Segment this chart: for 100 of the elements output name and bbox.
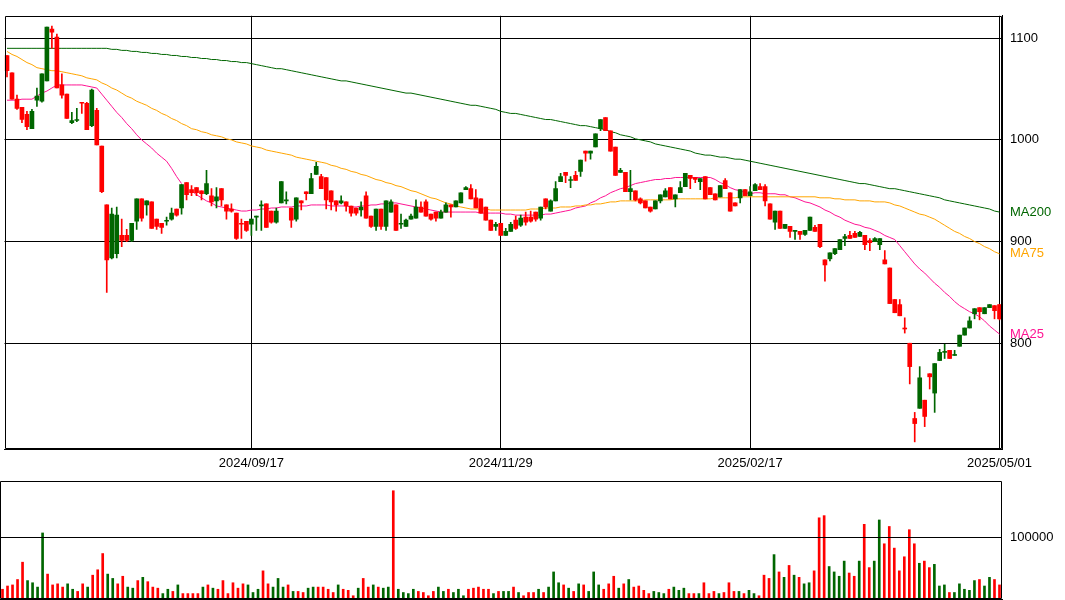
bar bbox=[983, 585, 986, 599]
bar bbox=[386, 586, 390, 599]
bar bbox=[346, 590, 350, 599]
bar bbox=[652, 591, 656, 599]
bar bbox=[562, 584, 565, 599]
bar bbox=[412, 588, 415, 599]
candlestick bbox=[682, 173, 688, 187]
bar bbox=[467, 588, 470, 599]
candlestick bbox=[498, 222, 504, 236]
bar bbox=[557, 582, 560, 599]
bar bbox=[36, 586, 39, 599]
bar bbox=[923, 560, 926, 599]
bar bbox=[96, 569, 100, 599]
bar bbox=[21, 561, 24, 599]
bar bbox=[547, 586, 550, 599]
bar bbox=[336, 584, 340, 599]
bar bbox=[847, 572, 851, 599]
bar bbox=[973, 580, 976, 599]
bar bbox=[998, 584, 1001, 599]
candlestick bbox=[458, 192, 464, 204]
bar bbox=[457, 588, 460, 599]
bar bbox=[953, 592, 956, 599]
bar bbox=[627, 579, 631, 599]
bar bbox=[567, 587, 570, 599]
bar bbox=[647, 593, 651, 599]
bar bbox=[111, 578, 115, 599]
bar bbox=[637, 585, 641, 599]
bar bbox=[993, 579, 996, 599]
bar bbox=[617, 587, 621, 599]
bar bbox=[938, 585, 941, 599]
bar bbox=[842, 560, 846, 599]
bar bbox=[31, 582, 34, 599]
candlestick bbox=[393, 204, 399, 231]
bar bbox=[161, 593, 165, 599]
bar bbox=[66, 583, 69, 599]
bar bbox=[907, 529, 911, 599]
bar bbox=[356, 587, 360, 599]
candlestick bbox=[777, 210, 783, 229]
bar bbox=[933, 564, 936, 599]
bar bbox=[978, 579, 981, 599]
bar bbox=[376, 586, 380, 599]
bar bbox=[391, 490, 395, 599]
bar bbox=[877, 519, 881, 599]
bar bbox=[968, 590, 971, 599]
bar bbox=[857, 560, 861, 599]
bar bbox=[341, 588, 345, 599]
bar bbox=[642, 590, 646, 599]
bar bbox=[963, 588, 966, 599]
bar bbox=[918, 562, 921, 599]
text: 100000 bbox=[1010, 529, 1054, 545]
bar bbox=[913, 543, 916, 599]
x-tick-label: 2025/02/17 bbox=[717, 455, 783, 471]
bar bbox=[91, 574, 95, 599]
x-tick-label: 2024/11/29 bbox=[468, 455, 533, 471]
bar bbox=[552, 571, 555, 599]
bar bbox=[381, 587, 385, 599]
bar bbox=[396, 588, 400, 599]
bar bbox=[432, 591, 435, 599]
bar bbox=[366, 586, 370, 599]
x-tick-label: 2024/09/17 bbox=[218, 455, 284, 471]
bar bbox=[46, 573, 49, 599]
bar bbox=[427, 595, 430, 599]
bar bbox=[41, 532, 44, 599]
bar bbox=[477, 586, 480, 599]
bar bbox=[592, 571, 596, 599]
bar bbox=[151, 586, 155, 599]
bar bbox=[497, 591, 500, 599]
bar bbox=[141, 577, 145, 599]
bar bbox=[422, 592, 425, 599]
bar bbox=[662, 593, 666, 599]
bar bbox=[16, 579, 19, 599]
bar bbox=[81, 583, 84, 599]
bar bbox=[577, 583, 580, 599]
bar bbox=[482, 588, 485, 599]
bar bbox=[892, 547, 896, 599]
bar bbox=[447, 588, 450, 599]
bar bbox=[587, 591, 591, 599]
bar bbox=[522, 595, 525, 599]
candlestick bbox=[807, 216, 813, 231]
bar bbox=[101, 553, 105, 599]
bar bbox=[442, 591, 445, 599]
candlestick bbox=[782, 223, 788, 229]
bar bbox=[582, 584, 585, 599]
bar bbox=[502, 591, 505, 599]
candlestick bbox=[717, 185, 723, 198]
bar bbox=[106, 573, 110, 599]
bar bbox=[86, 586, 90, 599]
bar bbox=[437, 586, 440, 599]
bar bbox=[862, 523, 866, 599]
bar bbox=[943, 584, 946, 599]
bar bbox=[852, 575, 856, 599]
bar bbox=[928, 567, 931, 599]
x-tick-label: 2025/05/01 bbox=[966, 455, 1033, 471]
bar bbox=[572, 591, 575, 599]
bar bbox=[837, 575, 841, 599]
bar bbox=[351, 595, 355, 599]
bar bbox=[26, 580, 29, 599]
bar bbox=[146, 581, 150, 599]
bar bbox=[401, 592, 405, 599]
bar bbox=[958, 583, 961, 599]
